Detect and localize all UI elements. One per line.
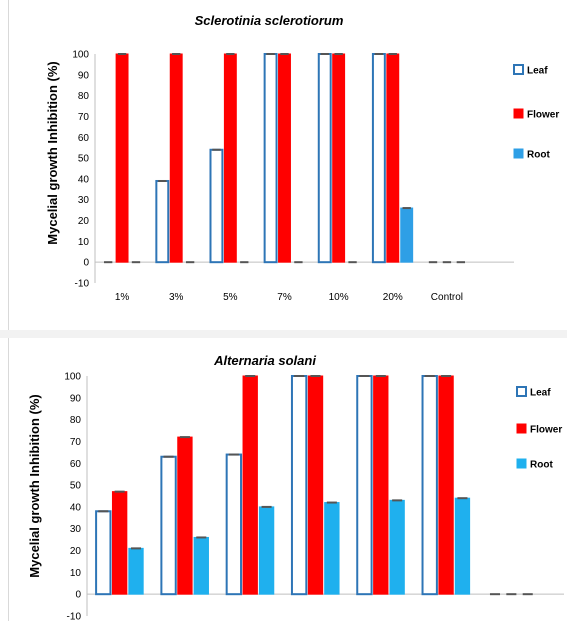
bar-leaf [421, 375, 438, 596]
bar-leaf [290, 375, 308, 596]
bar-leaf [95, 510, 112, 596]
y-tick-label: -10 [67, 612, 82, 621]
bar-flower [278, 53, 291, 263]
bar-leaf [155, 179, 170, 264]
y-tick-label: 50 [70, 481, 82, 492]
y-tick-label: 100 [64, 372, 81, 383]
y-tick-label: 20 [78, 216, 90, 227]
bar-flower [332, 53, 346, 263]
bar-flower [111, 491, 128, 595]
bar-root [324, 502, 340, 595]
y-tick-label: 90 [70, 393, 82, 404]
legend-label-flower: Flower [530, 425, 562, 436]
x-tick-label: 5% [223, 292, 238, 303]
y-axis-label: Mycelial growth Inhibition (%) [45, 61, 60, 244]
bar-root [128, 547, 144, 595]
legend-swatch-flower [516, 423, 527, 434]
y-tick-label: 0 [83, 258, 89, 269]
y-tick-label: 30 [70, 524, 82, 535]
bar-root [454, 497, 471, 595]
y-tick-label: 0 [75, 590, 81, 601]
bar-leaf [209, 148, 224, 264]
chart-svg-sclerotinia: Sclerotinia sclerotiorum Mycelial growth… [45, 13, 559, 303]
chart-panel-sclerotinia: Sclerotinia sclerotiorum Mycelial growth… [8, 0, 567, 331]
y-tick-label: 80 [78, 91, 90, 102]
bar-root [400, 207, 414, 263]
legend-label-flower: Flower [527, 110, 559, 121]
bar-flower [373, 375, 389, 595]
y-tick-label: 60 [78, 133, 90, 144]
legend-label-root: Root [527, 150, 550, 161]
bar-leaf [263, 53, 278, 264]
bar-leaf [160, 455, 177, 596]
bar-flower [386, 53, 400, 263]
bar-leaf [371, 53, 386, 264]
bar-root [389, 499, 405, 595]
legend-swatch-root [513, 148, 524, 159]
legend-swatch-root [516, 458, 527, 469]
legend-swatch-leaf [513, 64, 524, 75]
x-tick-label: 3% [169, 292, 184, 303]
y-tick-label: 70 [70, 437, 82, 448]
bar-flower [177, 436, 193, 595]
legend-label-leaf: Leaf [527, 66, 548, 77]
bar-flower [169, 53, 183, 263]
legend-label-leaf: Leaf [530, 388, 551, 399]
y-tick-label: 50 [78, 154, 90, 165]
y-tick-label: 10 [70, 568, 82, 579]
y-tick-label: 40 [70, 502, 82, 513]
panel-divider [0, 330, 567, 338]
x-tick-label: 20% [383, 292, 403, 303]
bar-flower [223, 53, 237, 263]
x-tick-label: 7% [277, 292, 292, 303]
y-tick-label: 90 [78, 70, 90, 81]
y-tick-label: 70 [78, 112, 90, 123]
bar-root [193, 536, 209, 595]
chart-panel-alternaria: Alternaria solani Mycelial growth Inhibi… [8, 338, 567, 621]
bar-leaf [225, 453, 243, 596]
bar-root [258, 506, 275, 595]
y-tick-label: 80 [70, 415, 82, 426]
bar-flower [115, 53, 129, 263]
y-tick-label: 100 [72, 50, 89, 61]
y-tick-label: 60 [70, 459, 82, 470]
y-axis-label: Mycelial growth Inhibition (%) [27, 394, 42, 577]
chart-title: Sclerotinia sclerotiorum [195, 13, 344, 28]
y-tick-label: 40 [78, 174, 90, 185]
bar-leaf [317, 53, 332, 264]
y-tick-label: 20 [70, 546, 82, 557]
legend-swatch-leaf [516, 386, 527, 397]
bar-flower [438, 375, 454, 595]
chart-title: Alternaria solani [213, 353, 316, 368]
legend-swatch-flower [513, 108, 524, 119]
x-tick-label: 1% [115, 292, 130, 303]
chart-svg-alternaria: Alternaria solani Mycelial growth Inhibi… [27, 353, 564, 621]
x-tick-label: Control [431, 292, 463, 303]
bar-leaf [356, 375, 373, 596]
y-tick-label: -10 [75, 279, 90, 290]
bar-flower [307, 375, 324, 595]
bar-flower [242, 375, 258, 595]
y-tick-label: 10 [78, 237, 90, 248]
y-tick-label: 30 [78, 195, 90, 206]
legend-label-root: Root [530, 460, 553, 471]
x-tick-label: 10% [329, 292, 349, 303]
